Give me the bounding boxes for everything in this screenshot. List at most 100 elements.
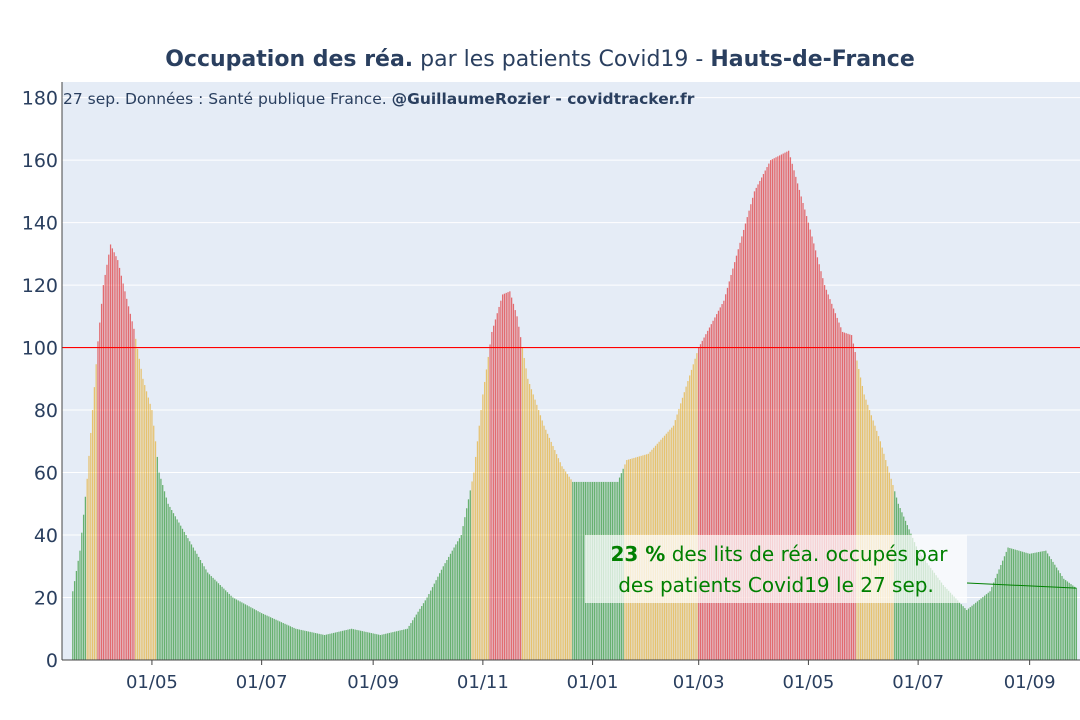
bar-22 (111, 248, 113, 660)
bar-70 (198, 556, 200, 660)
bar-414 (816, 257, 819, 660)
bar-78 (212, 577, 214, 660)
bar-160 (359, 630, 362, 660)
bar-412 (813, 243, 815, 661)
bar-430 (845, 333, 847, 660)
bar-0 (72, 591, 74, 660)
bar-356 (712, 320, 714, 660)
bar-376 (748, 210, 750, 660)
bar-230 (485, 369, 488, 660)
bar-494 (960, 604, 962, 660)
y-tick-label-40: 40 (34, 525, 58, 547)
bar-533 (1030, 553, 1033, 660)
bar-514 (996, 573, 998, 660)
bar-217 (462, 526, 464, 660)
bar-511 (991, 586, 993, 660)
bar-471 (919, 553, 921, 660)
bar-403 (796, 183, 799, 660)
bar-512 (993, 582, 995, 660)
bar-204 (439, 573, 441, 660)
bar-108 (266, 615, 268, 660)
bar-273 (563, 468, 565, 660)
chart-subtitle-text: 27 sep. Données : Santé publique France. (63, 90, 392, 108)
bar-4 (79, 550, 81, 660)
bar-60 (180, 525, 182, 660)
bar-401 (793, 170, 795, 660)
bar-338 (680, 403, 682, 660)
bar-399 (789, 157, 792, 660)
bar-280 (575, 481, 578, 660)
bar-226 (478, 425, 480, 660)
bar-46 (154, 441, 157, 660)
bar-510 (989, 591, 991, 660)
bar-128 (302, 630, 304, 660)
chart-title-part3: Hauts-de-France (710, 47, 914, 72)
bar-57 (174, 516, 176, 660)
bar-518 (1003, 556, 1006, 660)
bar-77 (210, 576, 212, 660)
bar-131 (307, 631, 310, 660)
bar-362 (723, 300, 725, 660)
bar-550 (1061, 575, 1063, 660)
bar-372 (741, 236, 743, 660)
bar-480 (935, 575, 937, 660)
bar-385 (764, 170, 766, 660)
bar-413 (814, 250, 817, 660)
bar-69 (196, 553, 198, 660)
bar-268 (554, 450, 556, 660)
bar-49 (160, 478, 162, 660)
bar-41 (145, 391, 148, 660)
bar-116 (280, 622, 283, 660)
bar-244 (511, 297, 513, 660)
bar-222 (471, 481, 473, 660)
bar-126 (298, 629, 301, 660)
bar-123 (293, 627, 295, 660)
bar-529 (1023, 552, 1025, 660)
bar-218 (464, 517, 466, 660)
bar-79 (214, 579, 216, 660)
bar-11 (91, 410, 94, 660)
bar-187 (408, 625, 410, 660)
bar-538 (1039, 551, 1042, 660)
bar-171 (379, 635, 381, 660)
bar-224 (475, 456, 477, 660)
bar-112 (273, 618, 275, 660)
x-tick-label-7: 01/07 (892, 672, 944, 693)
bar-410 (809, 229, 811, 661)
bar-85 (225, 590, 227, 660)
bar-476 (928, 565, 930, 660)
bar-409 (807, 222, 810, 660)
bar-133 (311, 632, 313, 660)
bar-209 (448, 556, 450, 660)
bar-483 (940, 582, 943, 660)
bar-246 (514, 310, 516, 660)
y-tick-label-60: 60 (34, 463, 58, 485)
bar-270 (557, 458, 560, 660)
bar-441 (865, 399, 867, 660)
bar-192 (417, 611, 419, 660)
bar-264 (546, 433, 549, 660)
bar-513 (994, 578, 997, 660)
y-tick-label-0: 0 (46, 650, 58, 672)
bar-199 (430, 590, 432, 660)
bar-189 (412, 620, 414, 660)
bar-536 (1036, 552, 1038, 660)
bar-415 (818, 264, 820, 660)
x-tick-label-2: 01/09 (347, 672, 399, 693)
bar-157 (354, 629, 356, 660)
bar-5 (81, 532, 83, 660)
bar-186 (406, 628, 408, 660)
bar-478 (931, 570, 934, 660)
bar-491 (955, 598, 957, 660)
bar-363 (725, 294, 727, 660)
bar-548 (1057, 570, 1060, 660)
bar-431 (847, 333, 849, 660)
bar-19 (106, 264, 108, 660)
bar-402 (795, 176, 797, 660)
bar-167 (372, 633, 374, 660)
bar-203 (437, 576, 439, 660)
bar-552 (1064, 580, 1067, 660)
bar-10 (90, 432, 92, 660)
bar-342 (687, 381, 689, 660)
bar-74 (205, 569, 207, 660)
